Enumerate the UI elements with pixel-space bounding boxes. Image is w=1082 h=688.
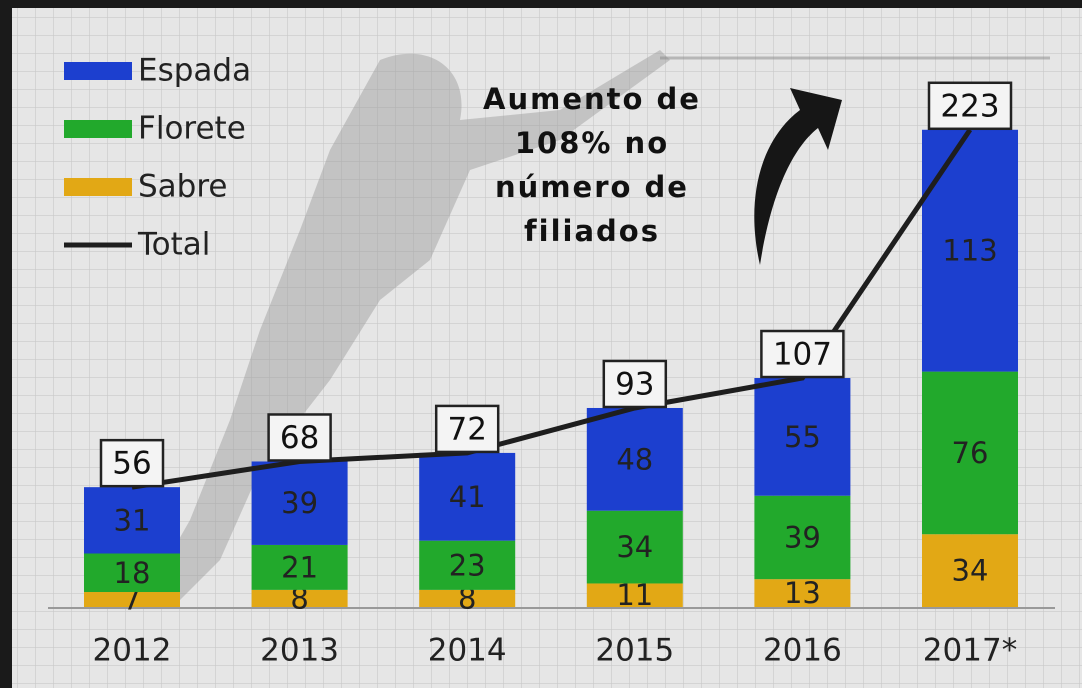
- total-label: 223: [940, 88, 999, 124]
- legend-swatch: [64, 120, 132, 138]
- total-label: 68: [280, 420, 319, 456]
- x-tick-label: 2017*: [923, 633, 1017, 669]
- value-label: 21: [281, 550, 318, 584]
- legend-swatch: [64, 62, 132, 80]
- value-label: 34: [616, 530, 653, 564]
- value-label: 55: [784, 420, 821, 454]
- annotation-line: 108% no: [515, 126, 669, 160]
- value-label: 23: [449, 548, 486, 582]
- value-label: 39: [784, 520, 821, 554]
- x-tick-label: 2012: [93, 633, 172, 669]
- x-tick-label: 2016: [763, 633, 842, 669]
- value-label: 41: [449, 480, 486, 514]
- total-label: 107: [773, 337, 832, 373]
- x-tick-label: 2014: [428, 633, 507, 669]
- legend-label: Total: [137, 227, 210, 263]
- legend-label: Florete: [138, 111, 246, 147]
- total-label: 93: [615, 366, 654, 402]
- total-label: 72: [447, 411, 486, 447]
- annotation-line: filiados: [524, 214, 660, 248]
- value-label: 31: [114, 503, 151, 537]
- x-tick-label: 2015: [595, 633, 674, 669]
- value-label: 39: [281, 486, 318, 520]
- chart: Aumento de 108% no número de filiados 2012 7…: [0, 0, 1082, 688]
- value-label: 48: [616, 442, 653, 476]
- legend-swatch: [64, 178, 132, 196]
- value-label: 13: [784, 576, 821, 610]
- legend-label: Espada: [138, 53, 251, 89]
- value-label: 34: [952, 554, 989, 588]
- value-label: 76: [952, 436, 989, 470]
- annotation-line: Aumento de: [483, 82, 701, 116]
- value-label: 113: [942, 234, 997, 268]
- legend-label: Sabre: [138, 169, 228, 205]
- annotation-line: número de: [495, 170, 689, 204]
- x-tick-label: 2013: [260, 633, 339, 669]
- total-label: 56: [112, 446, 151, 482]
- value-label: 18: [114, 556, 151, 590]
